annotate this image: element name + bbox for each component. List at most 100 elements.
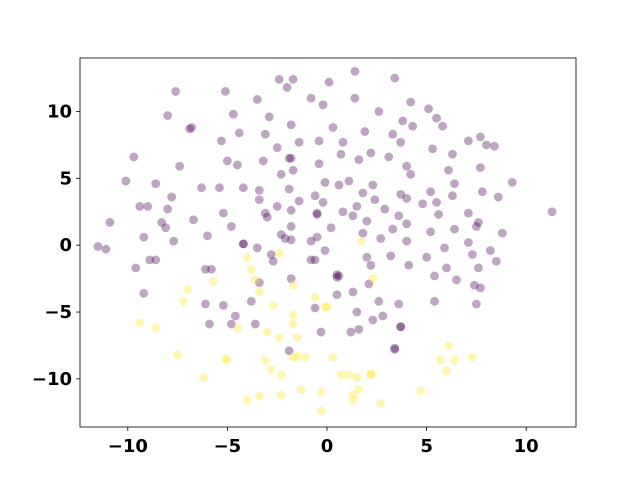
scatter-point-class-0 (394, 211, 404, 221)
scatter-point-class-1 (199, 373, 208, 382)
scatter-point-class-1 (352, 373, 362, 382)
scatter-point-class-1 (296, 385, 306, 394)
scatter-point-class-0 (286, 274, 296, 283)
scatter-point-class-0 (334, 271, 344, 281)
scatter-point-class-0 (464, 136, 473, 146)
scatter-point-class-0 (472, 299, 481, 309)
scatter-point-class-0 (268, 256, 278, 266)
scatter-point-class-0 (157, 218, 167, 227)
scatter-point-class-1 (376, 398, 386, 408)
scatter-point-class-0 (282, 83, 292, 92)
scatter-point-class-1 (368, 274, 378, 283)
scatter-point-class-0 (354, 325, 364, 334)
scatter-point-class-0 (402, 193, 412, 203)
scatter-point-class-1 (328, 353, 338, 362)
scatter-point-class-0 (444, 165, 453, 175)
series-class-1 (135, 236, 477, 416)
scatter-point-class-0 (226, 222, 236, 231)
scatter-point-class-0 (238, 239, 248, 249)
scatter-point-class-0 (332, 272, 342, 282)
scatter-point-class-0 (475, 163, 485, 173)
scatter-point-class-0 (426, 187, 435, 197)
scatter-point-class-0 (348, 287, 358, 297)
scatter-point-class-0 (489, 141, 499, 151)
scatter-point-class-0 (219, 208, 228, 218)
scatter-point-class-1 (276, 370, 286, 380)
scatter-point-class-0 (332, 290, 342, 300)
scatter-point-class-1 (221, 354, 230, 364)
scatter-point-class-0 (215, 183, 224, 193)
scatter-point-class-0 (390, 343, 400, 353)
scatter-point-class-1 (348, 390, 358, 400)
scatter-point-class-0 (280, 234, 290, 243)
scatter-point-class-0 (207, 264, 216, 274)
scatter-point-class-1 (274, 333, 284, 342)
scatter-point-class-0 (428, 144, 437, 154)
scatter-point-class-0 (438, 121, 447, 131)
scatter-point-class-0 (388, 224, 398, 234)
scatter-point-class-1 (292, 333, 302, 342)
scatter-point-class-0 (468, 250, 477, 259)
scatter-point-class-0 (226, 319, 236, 329)
scatter-point-class-0 (432, 113, 441, 123)
scatter-point-class-0 (442, 263, 451, 273)
scatter-point-class-0 (350, 93, 360, 103)
scatter-point-class-0 (358, 188, 368, 198)
scatter-point-class-0 (284, 153, 294, 163)
scatter-point-class-0 (394, 299, 404, 309)
scatter-point-class-0 (477, 187, 487, 197)
scatter-point-class-0 (203, 231, 212, 241)
scatter-point-class-0 (217, 136, 226, 146)
scatter-point-class-1 (242, 395, 252, 405)
scatter-point-class-0 (354, 155, 364, 165)
scatter-point-class-0 (246, 296, 256, 306)
scatter-point-class-0 (430, 296, 439, 306)
scatter-point-class-0 (450, 179, 459, 189)
scatter-point-class-0 (252, 243, 262, 253)
scatter-point-class-0 (370, 195, 380, 205)
scatter-point-class-0 (352, 307, 362, 317)
scatter-point-class-0 (219, 300, 228, 310)
scatter-point-class-0 (175, 161, 185, 171)
scatter-point-class-1 (348, 395, 358, 405)
x-tick-label: −10 (108, 436, 148, 457)
scatter-point-class-0 (310, 303, 320, 313)
scatter-point-class-0 (238, 183, 248, 193)
scatter-point-class-0 (440, 243, 449, 253)
scatter-point-class-0 (406, 169, 416, 179)
scatter-point-class-1 (292, 351, 302, 361)
scatter-point-class-0 (380, 204, 390, 214)
scatter-point-class-0 (547, 207, 557, 217)
scatter-point-class-0 (252, 95, 262, 104)
scatter-point-class-1 (151, 323, 161, 333)
scatter-point-class-1 (254, 287, 264, 297)
scatter-point-class-1 (266, 365, 276, 374)
scatter-point-class-0 (475, 132, 485, 142)
scatter-point-class-0 (151, 179, 161, 189)
y-tick-label: 0 (59, 235, 72, 256)
scatter-point-class-0 (334, 180, 344, 190)
scatter-point-class-0 (250, 319, 260, 329)
scatter-point-class-0 (254, 278, 264, 288)
scatter-point-class-1 (336, 370, 346, 380)
scatter-point-class-0 (346, 327, 356, 337)
scatter-point-class-1 (300, 353, 310, 362)
scatter-point-class-0 (396, 322, 406, 332)
scatter-point-class-0 (390, 345, 400, 354)
series-class-0 (93, 66, 557, 356)
scatter-point-class-0 (396, 137, 406, 147)
scatter-point-class-0 (386, 251, 396, 261)
scatter-point-class-0 (434, 210, 443, 219)
scatter-point-class-1 (316, 406, 326, 416)
scatter-point-class-0 (450, 224, 459, 234)
scatter-point-class-0 (424, 104, 433, 114)
scatter-point-class-0 (185, 124, 194, 134)
scatter-point-class-0 (497, 228, 507, 238)
scatter-point-class-0 (264, 112, 274, 122)
scatter-point-class-0 (362, 252, 372, 262)
scatter-point-class-0 (348, 211, 358, 221)
x-tick-label: 5 (420, 436, 433, 457)
scatter-point-class-0 (402, 161, 412, 171)
scatter-point-class-0 (276, 169, 286, 179)
scatter-point-class-1 (444, 341, 453, 350)
